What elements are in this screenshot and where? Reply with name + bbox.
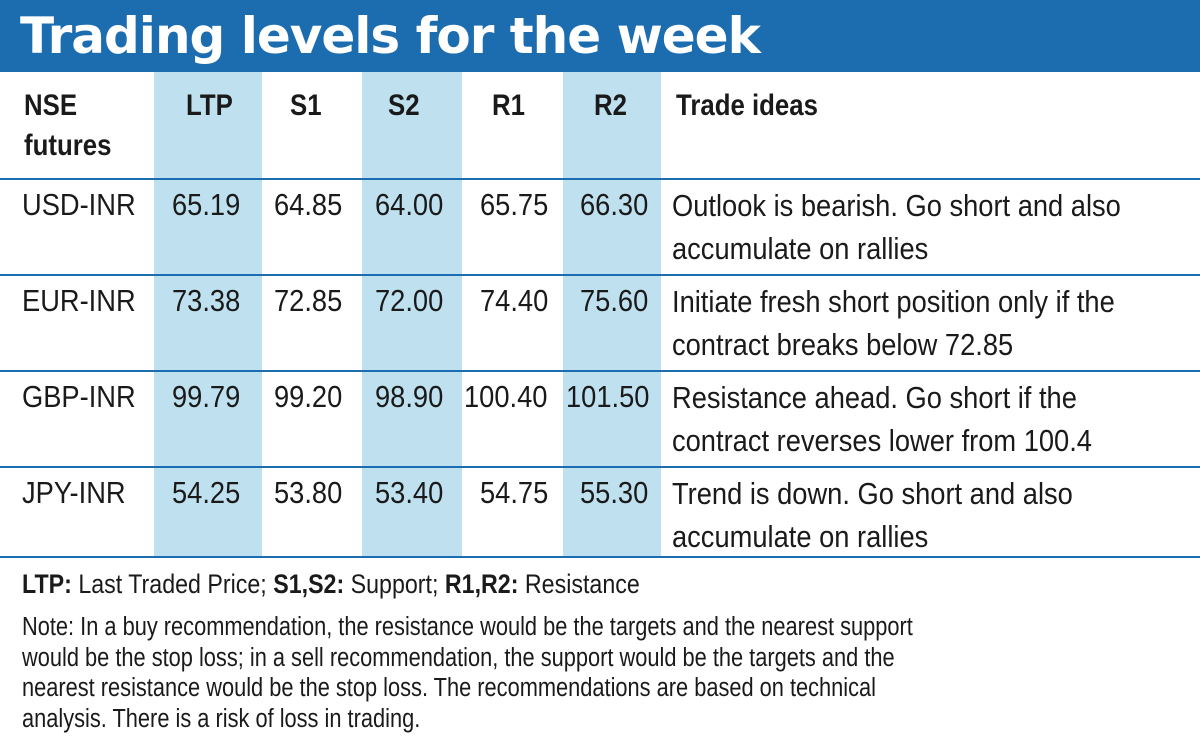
cell-ltp: 99.79 xyxy=(172,379,241,414)
r2-column-highlight xyxy=(563,72,661,556)
note-line4: analysis. There is a risk of loss in tra… xyxy=(22,704,421,733)
cell-s1: 64.85 xyxy=(274,187,343,222)
trade-idea-line2: accumulate on rallies xyxy=(672,519,929,554)
ltp-column-highlight xyxy=(154,72,262,556)
cell-r1: 65.75 xyxy=(480,187,549,222)
cell-s1: 99.20 xyxy=(274,379,343,414)
header-ltp: LTP xyxy=(186,89,233,122)
header-s1: S1 xyxy=(290,89,322,122)
cell-s2: 98.90 xyxy=(375,379,444,414)
cell-trade-idea: Initiate fresh short position only if th… xyxy=(672,280,1200,366)
trading-levels-table: NSE futures LTP S1 S2 R1 R2 Trade ideas … xyxy=(0,72,1200,556)
legend-resistance-term: R1,R2: xyxy=(444,569,519,599)
cell-r1: 74.40 xyxy=(480,283,549,318)
page-title: Trading levels for the week xyxy=(20,7,761,65)
cell-s2: 53.40 xyxy=(375,475,444,510)
cell-r2: 55.30 xyxy=(580,475,649,510)
cell-trade-idea: Resistance ahead. Go short if the contra… xyxy=(672,376,1200,462)
cell-r1: 100.40 xyxy=(464,379,548,414)
legend-resistance-desc: Resistance xyxy=(518,569,640,599)
trade-idea-line1: Initiate fresh short position only if th… xyxy=(672,284,1115,319)
trade-idea-line2: contract breaks below 72.85 xyxy=(672,327,1014,362)
trade-idea-line2: accumulate on rallies xyxy=(672,231,929,266)
header-instrument-line2: futures xyxy=(24,129,112,162)
cell-r1: 54.75 xyxy=(480,475,549,510)
cell-r2: 66.30 xyxy=(580,187,649,222)
cell-pair: GBP-INR xyxy=(22,379,136,414)
row-divider xyxy=(0,370,1200,372)
cell-pair: EUR-INR xyxy=(22,283,136,318)
cell-trade-idea: Trend is down. Go short and also accumul… xyxy=(672,472,1200,558)
trade-idea-line1: Resistance ahead. Go short if the xyxy=(672,380,1077,415)
trade-idea-line2: contract reverses lower from 100.4 xyxy=(672,423,1092,458)
header-trade-ideas: Trade ideas xyxy=(676,89,818,122)
trade-idea-line1: Outlook is bearish. Go short and also xyxy=(672,188,1121,223)
legend-support-desc: Support; xyxy=(344,569,445,599)
header-s2: S2 xyxy=(388,89,420,122)
title-bar: Trading levels for the week xyxy=(0,0,1200,72)
cell-s2: 72.00 xyxy=(375,283,444,318)
cell-s1: 53.80 xyxy=(274,475,343,510)
row-divider xyxy=(0,466,1200,468)
cell-pair: JPY-INR xyxy=(22,475,126,510)
legend-support-term: S1,S2: xyxy=(273,569,345,599)
cell-trade-idea: Outlook is bearish. Go short and also ac… xyxy=(672,184,1200,270)
row-divider xyxy=(0,274,1200,276)
table-bottom-rule xyxy=(0,556,1200,558)
cell-r2: 75.60 xyxy=(580,283,649,318)
header-r2: R2 xyxy=(594,89,627,122)
legend-ltp-term: LTP: xyxy=(22,569,72,599)
legend: LTP: Last Traded Price; S1,S2: Support; … xyxy=(22,566,1054,602)
row-divider xyxy=(0,178,1200,180)
legend-ltp-desc: Last Traded Price; xyxy=(71,569,274,599)
cell-r2: 101.50 xyxy=(566,379,650,414)
header-instrument: NSE futures xyxy=(24,86,144,166)
cell-pair: USD-INR xyxy=(22,187,136,222)
cell-ltp: 73.38 xyxy=(172,283,241,318)
header-instrument-line1: NSE xyxy=(24,89,78,122)
disclaimer-note: Note: In a buy recommendation, the resis… xyxy=(22,612,1108,734)
note-line1: Note: In a buy recommendation, the resis… xyxy=(22,613,913,641)
s2-column-highlight xyxy=(362,72,462,556)
cell-s2: 64.00 xyxy=(375,187,444,222)
note-line2: would be the stop loss; in a sell recomm… xyxy=(22,643,895,672)
note-line3: nearest resistance would be the stop los… xyxy=(22,674,877,702)
trade-idea-line1: Trend is down. Go short and also xyxy=(672,476,1073,511)
cell-ltp: 65.19 xyxy=(172,187,241,222)
cell-ltp: 54.25 xyxy=(172,475,241,510)
header-r1: R1 xyxy=(492,89,525,122)
cell-s1: 72.85 xyxy=(274,283,343,318)
